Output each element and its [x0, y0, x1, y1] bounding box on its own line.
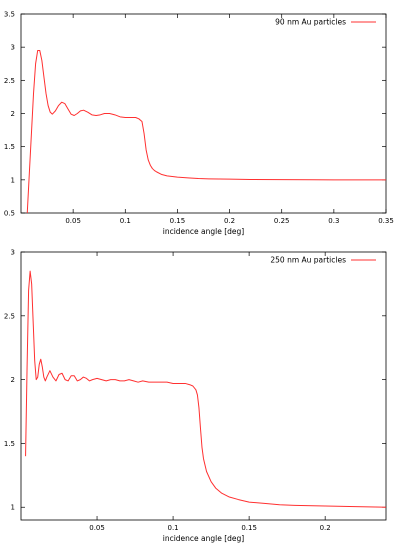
- x-axis-label: incidence angle [deg]: [163, 534, 245, 543]
- y-tick-label: 2: [11, 376, 15, 384]
- x-axis-label: incidence angle [deg]: [163, 227, 245, 236]
- plot-frame: [20, 13, 387, 214]
- x-tick-label: 0.3: [328, 217, 339, 225]
- y-tick-label: 2: [11, 110, 15, 118]
- x-tick-label: 0.15: [241, 524, 257, 532]
- y-tick-label: 0.5: [4, 210, 15, 218]
- x-tick-label: 0.2: [320, 524, 331, 532]
- chart-panel-1: 0.05 0.1 0.15 0.2 0.25 0.3 0.35 0.5 1 1.5 2 2.5 3 3.5…: [4, 11, 394, 237]
- legend-label: 250 nm Au particles: [270, 256, 346, 265]
- y-tick-label: 1.5: [4, 143, 15, 151]
- series-line: [25, 270, 387, 508]
- y-tick-label: 3: [11, 249, 15, 257]
- plot-frame: [20, 251, 387, 521]
- y-tick-label: 1: [11, 504, 15, 512]
- chart-panel-2: 0.05 0.1 0.15 0.2 1 1.5 2 2.5 3 incidence angle […: [4, 249, 387, 543]
- x-tick-label: 0.05: [89, 524, 105, 532]
- x-tick-label: 0.1: [168, 524, 179, 532]
- x-tick-label: 0.15: [170, 217, 186, 225]
- x-tick-label: 0.35: [378, 217, 394, 225]
- x-tick-label: 0.1: [120, 217, 131, 225]
- legend-label: 90 nm Au particles: [275, 18, 346, 27]
- y-tick-label: 2.5: [4, 77, 15, 85]
- y-tick-label: 1: [11, 176, 15, 184]
- x-tick-label: 0.05: [65, 217, 81, 225]
- series-line: [26, 49, 386, 214]
- y-tick-label: 3: [11, 44, 15, 52]
- y-tick-label: 2.5: [4, 312, 15, 320]
- x-tick-label: 0.2: [224, 217, 235, 225]
- y-tick-label: 1.5: [4, 440, 15, 448]
- x-tick-label: 0.25: [274, 217, 290, 225]
- y-tick-label: 3.5: [4, 11, 15, 19]
